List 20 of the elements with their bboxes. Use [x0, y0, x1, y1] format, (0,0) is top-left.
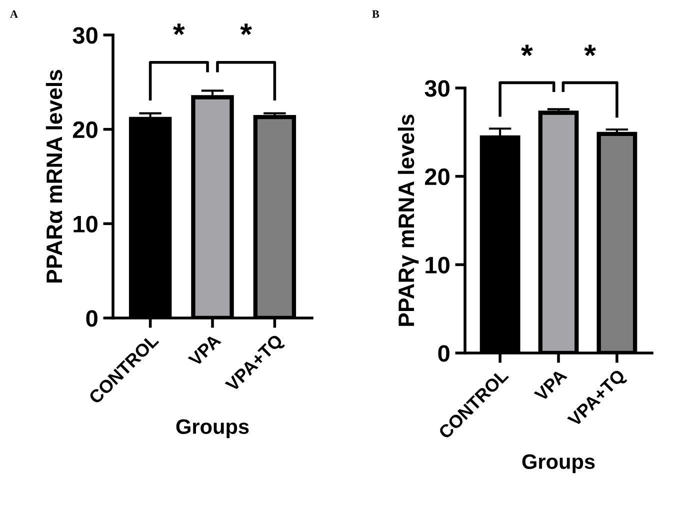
y-tick-label: 30 — [72, 27, 98, 44]
text: * — [521, 44, 533, 56]
y-tick-label: 0 — [86, 310, 98, 327]
y-tick-label: 30 — [424, 80, 450, 97]
y-tick-label: 10 — [426, 256, 450, 274]
y-tick-label: 20 — [72, 121, 98, 138]
y-axis-title: PPARγ mRNA levels — [398, 114, 419, 326]
y-axis-title: PPARα mRNA levels — [46, 70, 62, 282]
text: * — [584, 44, 596, 56]
x-axis-title: Groups — [522, 454, 595, 474]
y-tick-label: 10 — [74, 216, 98, 232]
annotation: * — [240, 24, 252, 36]
y-tick-label: 20 — [424, 168, 450, 186]
annotation: * — [173, 24, 185, 36]
x-axis-title: Groups — [176, 419, 249, 438]
text: B — [372, 10, 380, 18]
text: A — [10, 10, 18, 18]
x-tick-label: VPA — [534, 368, 568, 402]
y-tick-label: 0 — [438, 345, 450, 362]
x-tick-label: VPA — [188, 333, 222, 368]
